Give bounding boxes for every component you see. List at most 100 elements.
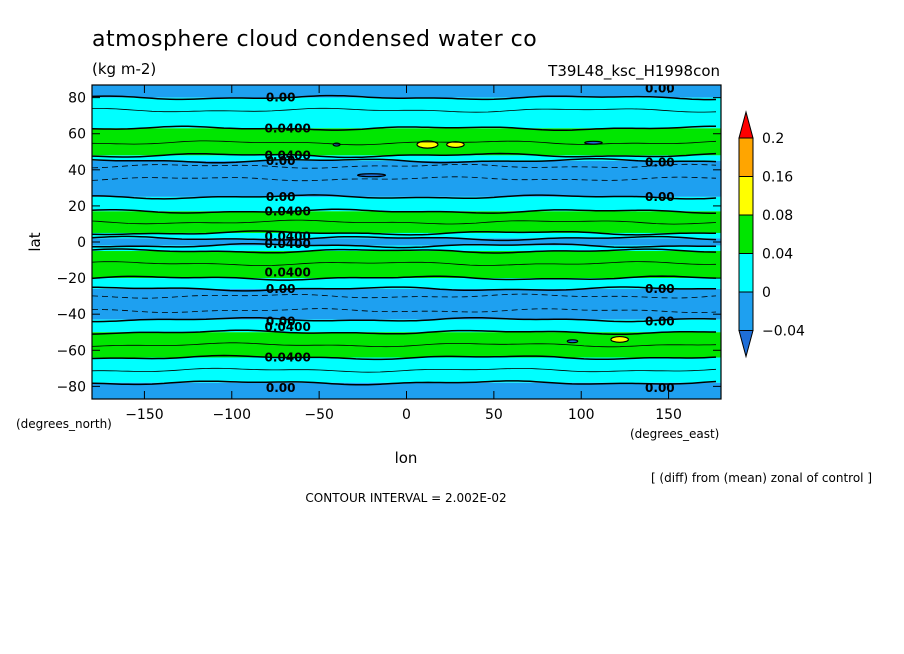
band-12 — [92, 288, 721, 320]
y-tick-label-4: 0 — [77, 235, 86, 251]
contour-label-16: 0.00 — [645, 190, 675, 204]
x-axis-label: lon — [395, 449, 418, 467]
blob-4 — [356, 173, 387, 178]
contour-line-16 — [92, 275, 717, 281]
contour-label-2: 0.0400 — [265, 148, 311, 162]
y-tick-label-6: 40 — [68, 163, 86, 179]
y-tick-label-2: −40 — [56, 307, 86, 323]
band-1 — [92, 97, 721, 129]
colorbar-seg-2 — [738, 214, 754, 254]
blob-5 — [610, 335, 629, 343]
contour-line-19 — [92, 308, 717, 313]
band-5 — [92, 196, 721, 212]
contour-line-20 — [92, 316, 717, 323]
contour-label-5: 0.0400 — [265, 204, 311, 218]
contour-label-1: 0.0400 — [265, 121, 311, 135]
contour-line-17 — [92, 286, 716, 292]
x-tick-label-2: −50 — [304, 407, 334, 423]
contour-label-0: 0.00 — [266, 91, 296, 105]
colorbar-seg-0 — [738, 137, 754, 177]
blob-1 — [446, 141, 465, 149]
y-tick-label-7: 60 — [68, 127, 86, 143]
contour-line-22 — [92, 342, 717, 348]
contour-label-14: 0.00 — [645, 82, 675, 96]
contour-line-0 — [92, 94, 717, 101]
x-tick-label-0: −150 — [125, 407, 163, 423]
contour-line-4 — [92, 152, 717, 159]
colorbar-seg-1 — [738, 176, 754, 216]
plot-area: 0.000.04000.04000.000.000.04000.04000.04… — [92, 82, 721, 399]
contour-line-3 — [92, 140, 717, 146]
contour-line-14 — [92, 248, 717, 254]
color-bands — [92, 85, 721, 399]
blob-0 — [416, 140, 439, 149]
contour-line-11 — [92, 230, 717, 236]
contour-label-4: 0.00 — [266, 190, 296, 204]
contour-line-12 — [92, 235, 717, 242]
colorbar-label-1: 0.16 — [762, 170, 793, 186]
colorbar-bottom-arrow — [738, 330, 754, 359]
units-label: (kg m-2) — [92, 60, 156, 78]
y-tick-label-3: −20 — [56, 271, 86, 287]
band-16 — [92, 382, 721, 399]
blob-6 — [566, 339, 579, 344]
contour-label-6: 0.0400 — [265, 230, 311, 244]
x-units-label: (degrees_east) — [630, 427, 719, 441]
contour-line-25 — [92, 380, 717, 386]
contour-label-3: 0.00 — [266, 154, 296, 168]
contour-line-24 — [92, 367, 717, 373]
contour-blobs — [332, 140, 629, 344]
contour-line-6 — [92, 163, 717, 169]
contour-line-7 — [92, 176, 717, 182]
x-tick-label-4: 50 — [485, 407, 503, 423]
contour-line-5 — [92, 158, 717, 164]
chart-title: atmosphere cloud condensed water co — [92, 27, 537, 52]
band-13 — [92, 319, 721, 333]
colorbar-label-4: 0 — [762, 285, 771, 301]
y-tick-label-8: 80 — [68, 91, 86, 107]
y-axis-label: lat — [26, 232, 44, 251]
band-7 — [92, 232, 721, 239]
contour-labels: 0.000.04000.04000.000.000.04000.04000.04… — [265, 82, 675, 395]
x-tick-label-6: 150 — [655, 407, 682, 423]
band-10 — [92, 251, 721, 279]
diff-note: [ (diff) from (mean) zonal of control ] — [651, 471, 872, 485]
contour-label-12: 0.0400 — [265, 350, 311, 364]
contour-line-10 — [92, 219, 717, 225]
x-axis-ticks: −150 −100 −50 0 50 100 150 — [125, 85, 682, 423]
band-9 — [92, 245, 721, 252]
y-tick-label-0: −80 — [56, 379, 86, 395]
band-8 — [92, 238, 721, 246]
contour-label-18: 0.00 — [645, 314, 675, 328]
colorbar-seg-3 — [738, 253, 754, 293]
colorbar-top-arrow — [738, 110, 754, 139]
contour-line-15 — [92, 261, 717, 266]
contour-label-7: 0.0400 — [265, 237, 311, 251]
contour-line-8 — [92, 194, 717, 200]
contour-label-13: 0.00 — [266, 381, 296, 395]
x-tick-label-5: 100 — [568, 407, 595, 423]
contour-lines — [92, 94, 717, 386]
contour-label-15: 0.00 — [645, 156, 675, 170]
contour-line-2 — [92, 125, 716, 132]
contour-interval: CONTOUR INTERVAL = 2.002E-02 — [305, 491, 506, 505]
contour-label-10: 0.00 — [266, 314, 296, 328]
x-tick-label-1: −100 — [213, 407, 251, 423]
colorbar-label-5: −0.04 — [762, 324, 805, 340]
contour-line-1 — [92, 107, 717, 113]
band-2 — [92, 128, 721, 156]
band-3 — [92, 155, 721, 161]
y-axis-ticks: −80 −60 −40 −20 0 20 40 60 80 — [56, 91, 721, 395]
contour-label-19: 0.00 — [645, 381, 675, 395]
colorbar-seg-4 — [738, 291, 754, 331]
contour-line-21 — [92, 329, 716, 336]
colorbar: 0.2 0.16 0.08 0.04 0 −0.04 — [738, 110, 805, 359]
contour-line-23 — [92, 354, 717, 361]
y-tick-label-5: 20 — [68, 199, 86, 215]
run-label: T39L48_ksc_H1998con — [547, 62, 720, 81]
contour-label-11: 0.0400 — [265, 320, 311, 334]
contour-line-18 — [92, 293, 717, 299]
band-11 — [92, 278, 721, 289]
colorbar-label-3: 0.04 — [762, 247, 793, 263]
